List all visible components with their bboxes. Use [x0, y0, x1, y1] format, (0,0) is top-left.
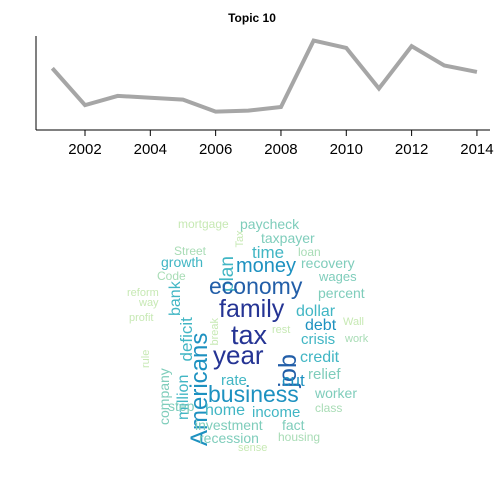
cloud-word: credit — [300, 349, 340, 366]
x-tick-label: 2008 — [264, 141, 297, 158]
cloud-word: Code — [157, 269, 186, 283]
cloud-word: tax — [231, 320, 268, 350]
x-tick-label: 2006 — [199, 141, 232, 158]
cloud-word: cut — [282, 371, 305, 390]
cloud-word: Street — [174, 244, 207, 258]
cloud-word: rest — [272, 324, 291, 336]
cloud-word: bank — [167, 281, 184, 316]
cloud-word: step — [168, 398, 195, 414]
cloud-word: money — [236, 255, 297, 277]
series-line — [50, 38, 478, 114]
cloud-word: wages — [319, 269, 357, 284]
cloud-word: recovery — [301, 255, 355, 271]
cloud-word: class — [315, 401, 343, 415]
cloud-word: company — [156, 368, 172, 425]
cloud-word: paycheck — [240, 216, 300, 232]
cloud-word: mortgage — [178, 217, 229, 231]
cloud-word: growth — [161, 254, 204, 270]
x-tick-label: 2002 — [68, 141, 101, 158]
line-chart: Topic 10 2002 2004 2006 2008 2010 2012 2014 — [35, 11, 494, 158]
cloud-word: recession — [199, 430, 259, 446]
cloud-word: dollar — [296, 303, 336, 320]
cloud-word: Wall — [343, 316, 364, 328]
cloud-word: reform — [127, 287, 159, 299]
cloud-word: income — [252, 404, 301, 421]
cloud-word: way — [139, 297, 159, 309]
cloud-word: debt — [305, 317, 337, 334]
cloud-word: sense — [238, 442, 268, 454]
x-tick-label: 2004 — [134, 141, 167, 158]
cloud-word: loan — [298, 245, 321, 259]
cloud-word: fact — [282, 417, 305, 433]
cloud-word: investment — [195, 417, 263, 433]
cloud-word: worker — [315, 385, 358, 401]
chart-title: Topic 10 — [228, 11, 276, 25]
cloud-word: housing — [278, 430, 321, 444]
x-tick-label: 2012 — [395, 141, 428, 158]
x-ticks: 2002 2004 2006 2008 2010 2012 2014 — [68, 130, 494, 158]
cloud-word: taxpayer — [261, 230, 315, 246]
cloud-word: year — [213, 340, 264, 370]
cloud-word: home — [205, 402, 246, 419]
cloud-word: profit — [129, 312, 154, 324]
x-tick-label: 2014 — [460, 141, 493, 158]
cloud-word: percent — [318, 285, 365, 301]
cloud-word: family — [219, 295, 285, 323]
cloud-word: time — [252, 243, 285, 262]
cloud-word: Tax — [234, 230, 246, 248]
cloud-word: work — [345, 333, 369, 345]
cloud-word: rate — [221, 372, 247, 389]
cloud-word: economy — [209, 273, 303, 299]
cloud-word: relief — [308, 366, 341, 383]
cloud-word: business — [208, 381, 299, 407]
x-tick-label: 2010 — [330, 141, 363, 158]
cloud-word: crisis — [301, 331, 336, 348]
cloud-word: rule — [140, 349, 152, 368]
